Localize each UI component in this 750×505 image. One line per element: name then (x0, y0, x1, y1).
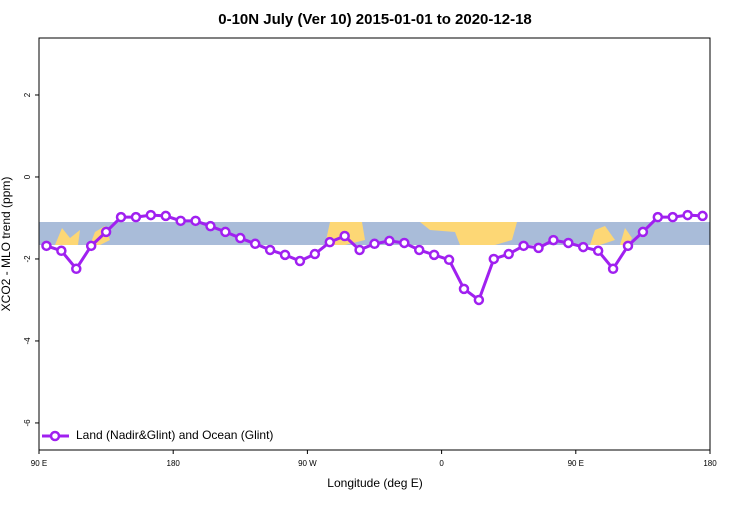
point (190, 215, 201, 227)
point (563, 237, 574, 249)
y-tick-label: 2 (23, 92, 32, 97)
point (115, 211, 127, 223)
point (175, 215, 186, 227)
y-tick-label: -6 (23, 419, 32, 427)
point (473, 294, 485, 306)
point (220, 226, 231, 238)
point (56, 245, 67, 257)
y-tick-label: 0 (23, 174, 32, 179)
plot-frame (38, 37, 711, 451)
point (279, 249, 291, 261)
legend-label: Land (Nadir&Glint) and Ocean (Glint) (76, 428, 273, 442)
point (324, 236, 336, 248)
point (309, 248, 321, 260)
point (100, 226, 112, 238)
point (592, 245, 604, 257)
point (458, 283, 470, 295)
point (682, 209, 693, 221)
y-tick-label: -4 (23, 337, 32, 345)
point (294, 255, 306, 267)
x-tick-label: 0 (439, 459, 444, 468)
point (41, 240, 52, 252)
point (697, 210, 708, 222)
point (578, 241, 589, 253)
point (503, 248, 514, 260)
point (428, 249, 440, 261)
point (160, 210, 171, 222)
x-tick-label: 180 (167, 459, 181, 468)
chart-title: 0-10N July (Ver 10) 2015-01-01 to 2020-1… (218, 11, 532, 28)
point (384, 235, 395, 247)
point (607, 263, 619, 275)
point (205, 220, 216, 232)
x-tick-label: 90 E (31, 459, 47, 468)
x-tick-label: 180 (703, 459, 717, 468)
point (652, 211, 664, 223)
point (637, 226, 649, 238)
point (413, 244, 425, 256)
point (399, 237, 410, 249)
point (71, 263, 82, 275)
y-tick-label: -2 (23, 255, 32, 263)
point (369, 238, 380, 250)
point (443, 254, 455, 266)
point (130, 211, 142, 223)
point (622, 240, 634, 252)
point (518, 240, 529, 252)
point (354, 244, 365, 256)
point (249, 238, 261, 250)
x-tick-label: 90 W (298, 459, 317, 468)
point (533, 242, 544, 254)
point (235, 232, 246, 244)
point (85, 240, 97, 252)
point (339, 230, 350, 242)
point (264, 244, 276, 256)
x-axis-label: Longitude (deg E) (327, 476, 422, 490)
legend-marker (49, 430, 61, 442)
point (548, 234, 559, 246)
point (145, 209, 157, 221)
y-axis-label: XCO2 - MLO trend (ppm) (0, 177, 13, 312)
x-tick-label: 90 E (568, 459, 584, 468)
point (667, 211, 678, 223)
point (488, 253, 500, 265)
